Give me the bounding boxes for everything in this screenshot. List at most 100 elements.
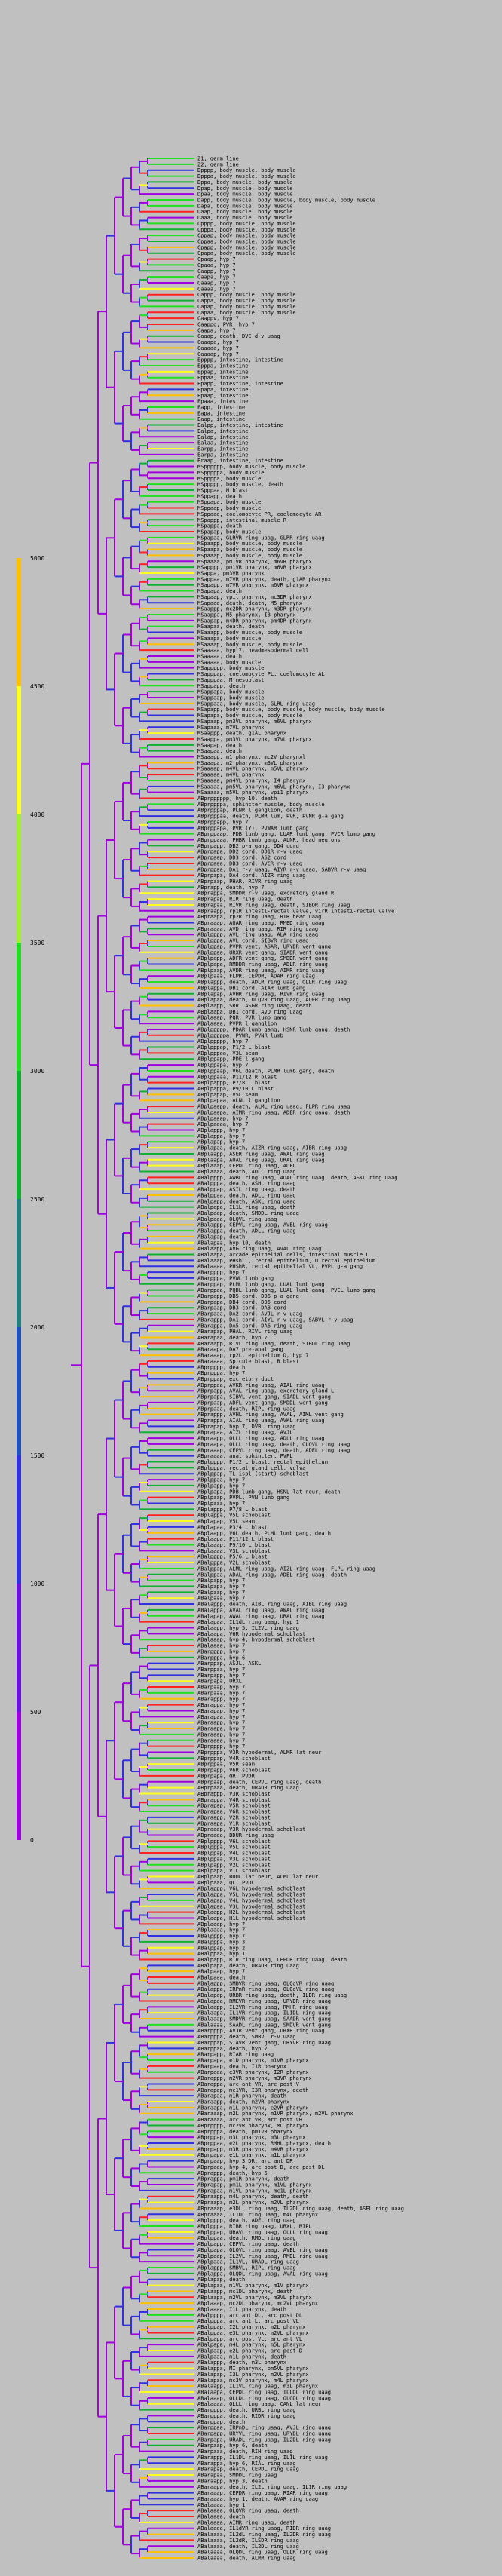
leaf-label: ABprppapp, hyp 7 — [197, 819, 248, 825]
leaf-label: MSpappa, death — [197, 523, 242, 529]
leaf-label: ABarppap, death — [197, 2419, 245, 2425]
leaf-label: ABpraaaa, BDUR ring uaag — [197, 1832, 274, 1838]
leaf-label: Cpppa, body muscle, body muscle — [197, 227, 296, 233]
leaf-label: ABaraaaa, Spicule blast, B blast — [197, 1358, 299, 1364]
leaf-label: ABpraapa, V1R schoblast — [197, 1820, 271, 1826]
leaf-label: ABarappa, hyp 6, RIAL ring uaag — [197, 2461, 296, 2467]
leaf-label: ABplaapp, V6L death, PLML lumb gang, dea… — [197, 1530, 331, 1536]
leaf-label: Eppap, intestine — [197, 369, 248, 375]
leaf-label: ABplapap, AVHR ring uaag, RIVR ring uaag — [197, 991, 325, 997]
leaf-label: MSaappa, pm3VL pharynx, m7VL pharynx — [197, 736, 312, 742]
leaf-label: MSpppaa, M blast — [197, 487, 248, 493]
leaf-label: Caaaap, hyp 7 — [197, 351, 239, 357]
leaf-label: MSppaaa, coelomocyte PR, coelomocyte AR — [197, 511, 322, 517]
leaf-label: ABalpaap, hyp 7 — [197, 1590, 245, 1596]
leaf-label: MSpaaap, body muscle, body muscle — [197, 553, 302, 559]
leaf-label: ABprapaa, m1VL pharynx, mc1L pharynx — [197, 2188, 312, 2194]
leaf-label: ABalapap, death — [197, 1234, 245, 1240]
leaf-label: ABplppapp, PDE l gang — [197, 1056, 265, 1063]
leaf-label: ABplpapa, OLQVL ring uaag, AVEL ring uaa… — [197, 2247, 328, 2253]
leaf-label: Z2, germ line — [197, 161, 239, 167]
leaf-label: Dapp, body muscle, body muscle, body mus… — [197, 197, 375, 203]
leaf-label: Caapa, hyp 7 — [197, 274, 236, 281]
tree-branches — [71, 158, 194, 2559]
leaf-label: ABplapap, death — [197, 2277, 245, 2283]
leaf-label: MSapaaa, m7VL pharynx — [197, 725, 265, 731]
leaf-label: ABalaapp, AVG ring uaag, AVAL ring uaag — [197, 1246, 321, 1252]
leaf-label: ABalppap, hyp 2 — [197, 1945, 245, 1951]
leaf-label: ABaraaap, hyp 7 — [197, 1731, 245, 1737]
leaf-label: ABplappa, OLQDL ring uaag, AVAL ring uaa… — [197, 2271, 328, 2277]
leaf-label: ABprpapp, V6R schoblast — [197, 1768, 271, 1774]
leaf-label: MSpapap, body muscle — [197, 529, 261, 535]
leaf-label: ABarpppp, hyp 7 — [197, 1270, 245, 1276]
leaf-label: Eapa, intestine — [197, 410, 245, 416]
leaf-label: ABprppaa, AVKR ring uaag, AIAL ring uaag — [197, 1382, 325, 1388]
leaf-label: MSappaaa, body muscle, GLRL ring uaag — [197, 701, 315, 707]
leaf-label: ABpraapa, m2L pharynx, m2VL pharynx — [197, 2200, 309, 2206]
leaf-label: ABprppaa, e2L pharynx, RMHL pharynx, dea… — [197, 2141, 331, 2147]
leaf-label: Caaaaa, hyp 7 — [197, 345, 239, 351]
leaf-label: Z1, germ line — [197, 156, 239, 162]
leaf-label: ABplapaa, m1VL pharynx, m1V pharynx — [197, 2283, 309, 2289]
leaf-label: ABaraaap, rp2L, epithelium D, hyp 7 — [197, 1353, 309, 1359]
scale-segment — [17, 686, 21, 814]
scale-tick-label: 1500 — [30, 1452, 44, 1459]
leaf-label: Epppp, intestine, intestine — [197, 357, 283, 363]
leaf-label: ABalaaap, OLLDL ring uaag, OLQDL ring ua… — [197, 2395, 331, 2401]
leaf-label: ABplaaaa, death, ADLL ring uaag — [197, 1169, 296, 1175]
leaf-label: ABplpapaa, ALNL l ganglion — [197, 1098, 280, 1104]
leaf-label: MSaaaaa, body muscle — [197, 659, 261, 665]
leaf-label: ABplppaa, hyp 7 — [197, 1477, 245, 1483]
scale-tick-label: 4000 — [30, 811, 44, 818]
leaf-label: ABprapap, V5R schoblast — [197, 1803, 271, 1809]
leaf-label: MSaaaaa, pm5VL pharynx, m6VL pharynx, I3… — [197, 784, 350, 790]
leaf-label: ABaraapa, death, IL2L ring uaag, IL1R ri… — [197, 2484, 347, 2490]
leaf-label: ABaraaap, m2L pharynx, m1VR pharynx, m2V… — [197, 2111, 354, 2117]
leaf-label: ABalpppa, death, ASHL ring uaag — [197, 1181, 296, 1187]
leaf-label: ABprapaa, AIZL ring uaag, AVJL — [197, 1430, 292, 1436]
leaf-label: ABplaapa, P11/12 L blast — [197, 1536, 274, 1542]
leaf-label: Ealpa, intestine — [197, 428, 248, 434]
leaf-label: MSpppppa, body muscle — [197, 470, 265, 476]
leaf-label: ABarpapp, RIAR ring uaag — [197, 2052, 274, 2058]
leaf-label: ABprpaaa, death, RIPL ring uaag — [197, 1406, 296, 1412]
leaf-label: ABalppap, I2L pharynx, m2L pharynx — [197, 2324, 305, 2330]
leaf-label: ABplpapa, PDB lumb gang, HSNL lat neur, … — [197, 1489, 341, 1495]
leaf-label: ABaraaaa, hyp 7 — [197, 1737, 245, 1743]
leaf-label: ABalpapp, death, ASKL ring uaag — [197, 1198, 296, 1204]
leaf-label: Dpap, body muscle, body muscle — [197, 186, 292, 192]
leaf-label: ABplpaap, PVPL, PVN lumb gang — [197, 1495, 289, 1501]
leaf-label: ABarppap, ASJL, ASKL — [197, 1661, 261, 1667]
leaf-label: ABprapap, pm1L pharynx, m1VL pharynx — [197, 2182, 312, 2188]
leaf-label: Ealap, intestine — [197, 434, 248, 440]
leaf-label: ABprappa, V4R schoblast — [197, 1797, 271, 1803]
leaf-label: ABplppaa, death, RMDL ring uaag — [197, 2235, 296, 2241]
leaf-label: ABalpppa, arc ant L, arc post VL — [197, 2318, 299, 2324]
leaf-label: ABpraaaa, AVD ring uaag, RIR ring uaag — [197, 926, 318, 932]
leaf-label: ABplpaaap, hyp 7 — [197, 1115, 248, 1121]
leaf-label: ABalaaaa, IL1dVR ring uaag, RIDR ring ua… — [197, 2525, 331, 2532]
leaf-label: MSaapaa, death, death — [197, 624, 265, 630]
leaf-label: ABarpppp, death, URBL ring uaag — [197, 2407, 296, 2413]
leaf-label: MSaaaaa, death — [197, 653, 242, 659]
leaf-label: ABplaapa, H1L hypodermal schoblast — [197, 1915, 305, 1921]
leaf-label: ABprpaap, ADFL vent gang, SMDDL vent gan… — [197, 1400, 328, 1406]
leaf-label: ABarpapa, URXL — [197, 1679, 242, 1685]
leaf-label: ABalpaaa, death — [197, 1975, 245, 1981]
leaf-label: ABalaaap, SMDVR ring uaag, SAADR vent ga… — [197, 2016, 331, 2022]
leaf-label: ABplpaaaa, hyp 7 — [197, 1121, 248, 1127]
leaf-label: ABplpapp, CEPVL ring uaag, death — [197, 2241, 299, 2247]
scale-segment — [17, 814, 21, 943]
leaf-label: ABplppap, URAVL ring uaag, OLLL ring uaa… — [197, 2229, 328, 2235]
leaf-label: ABalaapa, IL1VR ring uaag, IL1DL ring ua… — [197, 2010, 331, 2016]
leaf-label: ABpraaaa, anal sphincter, PVPL — [197, 1453, 292, 1459]
leaf-label: Cpppp, body muscle, body muscle — [197, 221, 296, 227]
leaf-label: ABprapap, RIR ring uaag, death — [197, 897, 292, 903]
leaf-label: ABarapap, mc1VR, I3R pharynx, death — [197, 2087, 309, 2093]
leaf-label: MSaapap, m4DR pharynx, pm4DR pharynx — [197, 618, 312, 624]
leaf-label: ABplpapp, ADFR vent gang, SMDDR vent gan… — [197, 955, 328, 961]
leaf-label: ABarappp, DA1 cord, AIYL r-v uaag, SABVL… — [197, 1317, 354, 1323]
leaf-label: ABalaaaa, AIMR ring uaag, death — [197, 2519, 296, 2525]
scale-tick-label: 0 — [30, 1837, 34, 1844]
